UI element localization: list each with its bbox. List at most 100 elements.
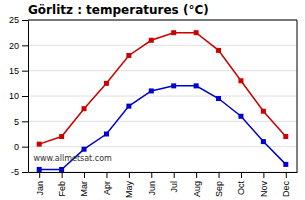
marker (37, 142, 42, 147)
tick-mark (22, 121, 28, 122)
marker (194, 83, 199, 88)
tick: Feb (57, 172, 67, 197)
tick: Jul (169, 172, 179, 193)
marker (82, 106, 87, 111)
grid-line (28, 121, 297, 122)
marker (194, 30, 199, 35)
tick-mark (241, 172, 242, 178)
tick-mark (129, 172, 130, 178)
tick: -5 (11, 167, 28, 177)
tick-mark (219, 172, 220, 178)
marker (238, 114, 243, 119)
tick-mark (62, 172, 63, 178)
tick-mark (174, 172, 175, 178)
tick-label: Nov (259, 181, 269, 198)
plot-area: -5 0 5 10 15 20 25 Jan Feb Mar Apr May Jun Jul Aug Sep O… (9, 15, 298, 198)
tick-label: Jul (169, 181, 179, 193)
marker (216, 96, 221, 101)
tick-mark (22, 96, 28, 97)
tick-label: Sep (214, 181, 224, 197)
grid-line (28, 45, 297, 46)
marker (104, 81, 109, 86)
tick: 10 (9, 91, 28, 101)
tick: Apr (102, 172, 112, 195)
marker (37, 167, 42, 172)
tick-mark (286, 172, 287, 178)
marker (261, 109, 266, 114)
tick-mark (263, 172, 264, 178)
tick-mark (151, 172, 152, 178)
marker (216, 48, 221, 53)
axis-line (28, 21, 29, 173)
y-axis: -5 0 5 10 15 20 25 (9, 15, 29, 177)
marker (59, 134, 64, 139)
tick-mark (106, 172, 107, 178)
tick: May (124, 172, 134, 198)
tick-label: 5 (14, 117, 19, 127)
tick-mark (39, 172, 40, 178)
marker (126, 104, 131, 109)
x-axis: Jan Feb Mar Apr May Jun Jul Aug Sep Oct Nov Dec (29, 172, 298, 198)
grid-line (28, 146, 297, 147)
tick: 20 (9, 41, 28, 51)
tick-mark (22, 172, 28, 173)
tick: 15 (9, 66, 28, 76)
tick: Jan (35, 172, 45, 196)
marker (171, 83, 176, 88)
marker (149, 38, 154, 43)
grid (28, 20, 297, 172)
marker (283, 134, 288, 139)
tick-label: 0 (14, 142, 19, 152)
chart: -5 0 5 10 15 20 25 Jan Feb Mar Apr May Jun Jul Aug Sep O… (0, 0, 305, 200)
tick-mark (84, 172, 85, 178)
tick-label: Feb (57, 181, 67, 197)
annotation: www.allmetsat.com (33, 154, 112, 163)
axis-line (29, 172, 298, 173)
tick-mark (22, 45, 28, 46)
tick-mark (22, 71, 28, 72)
marker (283, 162, 288, 167)
tick: 25 (9, 15, 28, 25)
grid-line (28, 20, 297, 21)
tick-label: Dec (281, 181, 291, 198)
marker (238, 78, 243, 83)
frame (297, 20, 298, 172)
marker (171, 30, 176, 35)
marker (104, 132, 109, 137)
grid-line (28, 96, 297, 97)
marker (261, 139, 266, 144)
tick-label: Mar (79, 181, 89, 197)
series-group (37, 30, 289, 172)
tick-mark (22, 147, 28, 148)
tick: Dec (281, 172, 291, 197)
tick-label: 25 (9, 15, 19, 25)
tick-label: Apr (102, 181, 112, 195)
marker (59, 167, 64, 172)
tick-label: Aug (192, 181, 202, 197)
tick: Oct (236, 172, 246, 195)
frame (28, 20, 297, 21)
tick: Mar (79, 172, 89, 197)
tick-label: Oct (236, 181, 246, 196)
marker (126, 53, 131, 58)
tick-label: 15 (9, 66, 19, 76)
marker (149, 88, 154, 93)
tick: 0 (14, 142, 28, 152)
tick-label: Jan (35, 181, 45, 196)
tick-mark (196, 172, 197, 178)
tick-label: May (124, 181, 134, 199)
tick-label: Jun (147, 181, 157, 196)
tick: Nov (259, 172, 269, 197)
grid-line (28, 172, 297, 173)
title: Görlitz : temperatures (°C) (28, 3, 209, 17)
tick: Sep (214, 172, 224, 197)
tick: Jun (147, 172, 157, 196)
tick: 5 (14, 117, 28, 127)
tick: Aug (192, 172, 202, 197)
tick-mark (22, 20, 28, 21)
tick-label: -5 (11, 167, 19, 177)
tick-label: 10 (9, 91, 19, 101)
grid-line (28, 70, 297, 71)
marker (82, 147, 87, 152)
tick-label: 20 (9, 41, 19, 51)
